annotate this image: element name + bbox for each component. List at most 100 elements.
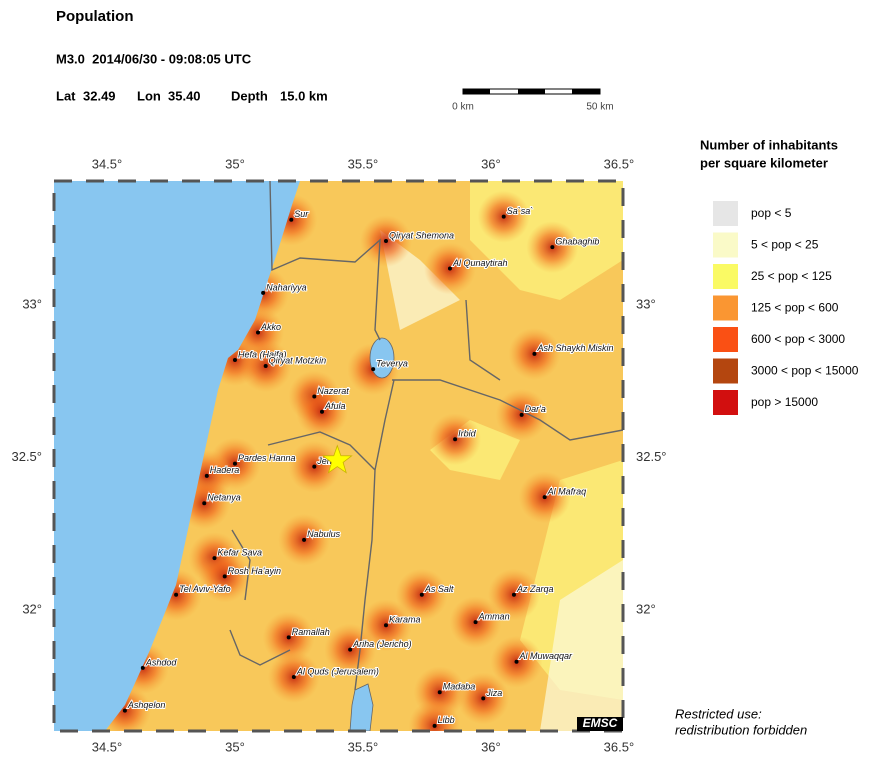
city-label: Hadera — [210, 465, 240, 475]
lon-value: 35.40 — [168, 88, 201, 103]
event: M3.0 2014/06/30 - 09:08:05 UTC — [56, 51, 252, 66]
city-label: Afula — [324, 401, 346, 411]
city-label: Tel Aviv-Yafo — [179, 584, 231, 594]
city-marker — [286, 635, 291, 640]
city-marker — [232, 357, 237, 362]
lat-tick-label: 32° — [22, 601, 42, 616]
lon-tick-label: 35.5° — [348, 739, 379, 754]
lon-tick-label: 36.5° — [604, 156, 635, 171]
city-marker — [312, 464, 317, 469]
city-marker — [174, 592, 179, 597]
lake — [369, 337, 395, 379]
city-label: Sur — [294, 209, 309, 219]
footer: Restricted use: — [675, 706, 762, 721]
density-patch — [408, 699, 461, 731]
border — [229, 181, 623, 691]
city-label: Nahariyya — [266, 282, 307, 292]
city-marker — [453, 437, 458, 442]
legend-swatch — [713, 232, 738, 258]
legend-label: 125 < pop < 600 — [751, 301, 839, 315]
legend-swatch — [713, 327, 738, 352]
legend-label: pop > 15000 — [751, 395, 818, 409]
city-label: Rosh Ha'ayin — [228, 566, 281, 576]
city-marker — [501, 214, 506, 219]
sea — [54, 181, 300, 731]
lon-tick-label: 34.5° — [92, 156, 123, 171]
city-label: Qiryat Motzkin — [269, 355, 327, 365]
lat-tick-label: 32.5° — [636, 449, 667, 464]
city-label: Ashqelon — [127, 700, 166, 710]
legend-label: 25 < pop < 125 — [751, 269, 832, 283]
lat-tick-label: 32.5° — [11, 449, 42, 464]
legend-swatch — [713, 264, 738, 289]
city-label: Ashdod — [145, 657, 178, 667]
city-label: Amman — [478, 612, 510, 622]
map-area: Sur Qiryat Shemona Sa`sa` Ghabaghib Al Qunay… — [54, 181, 623, 731]
city-marker — [550, 245, 555, 250]
city-marker — [302, 537, 307, 542]
city-marker — [312, 394, 317, 399]
footer: redistribution forbidden — [675, 722, 807, 737]
city-marker — [511, 592, 516, 597]
city-marker — [289, 217, 294, 222]
lat-tick-label: 33° — [22, 297, 42, 312]
city-marker — [202, 501, 207, 506]
city-marker — [319, 409, 324, 414]
city-marker — [291, 675, 296, 680]
city-label: As Salt — [424, 584, 454, 594]
legend-title: per square kilometer — [700, 155, 828, 170]
city-label: Al Quds (Jerusalem) — [296, 666, 379, 676]
sparse-area — [380, 230, 623, 731]
city-label: Ariha (Jericho) — [352, 639, 412, 649]
city-marker — [371, 367, 376, 372]
city-marker — [447, 266, 452, 271]
lon-tick-label: 35° — [225, 156, 245, 171]
city-label: Karama — [389, 615, 421, 625]
city-marker — [419, 592, 424, 597]
legend-swatch — [713, 201, 738, 226]
city-label: Pardes Hanna — [238, 453, 296, 463]
title: Population — [56, 8, 134, 25]
city-label: Al Mafraq — [547, 487, 587, 497]
city-label: Libb — [438, 715, 455, 725]
logo-box — [577, 717, 623, 731]
depth-value: 15.0 km — [280, 88, 328, 103]
city-marker — [437, 690, 442, 695]
sparse-area — [430, 181, 623, 700]
city-marker — [140, 665, 145, 670]
city-label: Al Qunaytirah — [452, 258, 508, 268]
legend-swatch — [713, 390, 738, 415]
legend-label: 600 < pop < 3000 — [751, 332, 845, 346]
city-marker — [348, 647, 353, 652]
lon-tick-label: 35° — [225, 739, 245, 754]
city-label: Jiza — [485, 688, 502, 698]
city-label: Qiryat Shemona — [389, 230, 454, 240]
city-label: Ash Shaykh Miskin — [536, 343, 613, 353]
city-label: Madaba — [443, 682, 476, 692]
city-marker — [204, 473, 209, 478]
lon-tick-label: 34.5° — [92, 739, 123, 754]
city-marker — [481, 696, 486, 701]
lat-value: 32.49 — [83, 88, 116, 103]
city-marker — [263, 364, 268, 369]
city-marker — [432, 723, 437, 728]
city-label: Ramallah — [292, 627, 330, 637]
city-marker — [383, 623, 388, 628]
city-label: Nazerat — [317, 386, 349, 396]
lon-tick-label: 35.5° — [348, 156, 379, 171]
city-label: Az Zarqa — [516, 584, 554, 594]
city-marker — [383, 239, 388, 244]
city-label: Teverya — [376, 358, 408, 368]
city-marker — [222, 574, 227, 579]
city-marker — [542, 495, 547, 500]
city-marker — [122, 708, 127, 713]
legend-label: 5 < pop < 25 — [751, 238, 819, 252]
city-marker — [232, 461, 237, 466]
legend-title: Number of inhabitants — [700, 137, 838, 152]
legend-swatch — [713, 358, 738, 384]
city-marker — [261, 290, 266, 295]
scale-end: 50 km — [586, 102, 613, 113]
lon-tick-label: 36.5° — [604, 739, 635, 754]
